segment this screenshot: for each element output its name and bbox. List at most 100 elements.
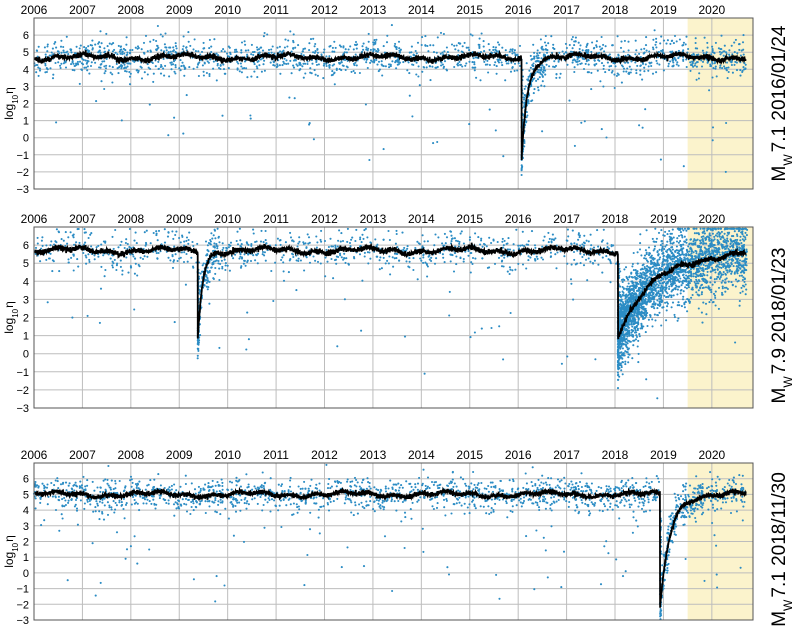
data-point	[100, 42, 103, 45]
data-point	[264, 239, 267, 242]
data-point	[421, 234, 424, 237]
data-point	[671, 65, 674, 68]
data-point	[245, 348, 248, 351]
data-point	[626, 335, 629, 338]
data-point	[720, 260, 723, 264]
data-point	[91, 47, 94, 50]
data-point	[83, 231, 86, 234]
data-point	[492, 46, 495, 49]
data-point	[535, 60, 538, 63]
data-point	[72, 269, 75, 272]
data-point	[718, 66, 722, 69]
data-point	[564, 51, 567, 54]
data-point	[222, 63, 225, 66]
data-point	[220, 259, 223, 262]
data-point	[55, 228, 58, 231]
data-point	[490, 241, 493, 245]
panel-title: MW7.1 2016/01/24	[769, 25, 795, 181]
data-point	[717, 242, 721, 245]
data-point	[441, 253, 444, 256]
data-point	[702, 301, 705, 304]
data-point	[661, 261, 664, 264]
data-point	[668, 229, 671, 233]
chart-panel-2: 2006 2007 2008 2009 2010 2011 2012 2013 2014 2015…	[2, 212, 795, 415]
data-point	[445, 46, 448, 49]
data-point	[656, 251, 659, 254]
data-point	[397, 40, 401, 43]
data-point	[320, 53, 323, 56]
data-point	[89, 44, 92, 47]
data-point	[736, 238, 739, 241]
data-point	[542, 48, 545, 51]
data-point	[545, 63, 548, 66]
data-point	[145, 243, 148, 246]
data-point	[457, 49, 460, 52]
data-point	[263, 59, 266, 62]
data-point	[543, 235, 546, 238]
data-point	[579, 244, 582, 247]
data-point	[282, 60, 285, 63]
data-point	[458, 242, 461, 245]
data-point	[624, 61, 627, 64]
data-point	[467, 254, 470, 257]
data-point	[459, 63, 462, 66]
data-point	[89, 64, 93, 68]
data-point	[276, 46, 279, 49]
data-point	[172, 259, 176, 262]
data-point	[82, 251, 85, 255]
data-point	[423, 240, 426, 243]
data-point	[471, 61, 474, 64]
data-point	[165, 49, 168, 52]
data-point	[187, 31, 190, 34]
data-point	[713, 52, 716, 55]
data-point	[589, 260, 592, 263]
data-point	[216, 247, 219, 250]
data-point	[111, 266, 114, 269]
data-point	[181, 48, 184, 51]
data-point	[421, 70, 424, 73]
data-point	[677, 317, 680, 320]
data-point	[503, 256, 506, 259]
data-point	[528, 69, 531, 72]
data-point	[422, 256, 425, 259]
data-point	[453, 44, 456, 47]
data-point	[637, 339, 640, 342]
data-point	[717, 227, 720, 230]
data-point	[354, 53, 357, 56]
data-point	[629, 71, 632, 74]
data-point	[705, 250, 709, 254]
data-point	[205, 279, 208, 282]
data-point	[134, 231, 137, 234]
data-point	[598, 45, 601, 48]
data-point	[160, 49, 163, 52]
data-point	[418, 84, 421, 87]
data-point	[468, 49, 471, 52]
data-point	[529, 54, 532, 57]
data-point	[424, 261, 427, 264]
data-point	[523, 87, 526, 90]
data-point	[388, 66, 391, 69]
data-point	[88, 258, 91, 261]
data-point	[652, 300, 656, 304]
data-point	[282, 270, 285, 273]
data-point	[422, 254, 425, 257]
data-point	[380, 60, 383, 63]
data-point	[720, 291, 724, 294]
data-point	[537, 54, 540, 57]
data-point	[44, 62, 47, 65]
data-point	[587, 50, 590, 53]
data-point	[364, 103, 367, 106]
data-point	[535, 255, 538, 258]
data-point	[713, 62, 716, 65]
data-point	[218, 346, 221, 349]
data-point	[426, 263, 429, 267]
data-point	[722, 54, 725, 57]
data-point	[700, 283, 704, 286]
data-point	[255, 240, 258, 243]
data-point	[297, 242, 300, 245]
data-point	[198, 61, 201, 64]
data-point	[723, 44, 726, 47]
data-point	[682, 276, 686, 279]
data-point	[77, 63, 80, 66]
data-point	[644, 257, 647, 260]
